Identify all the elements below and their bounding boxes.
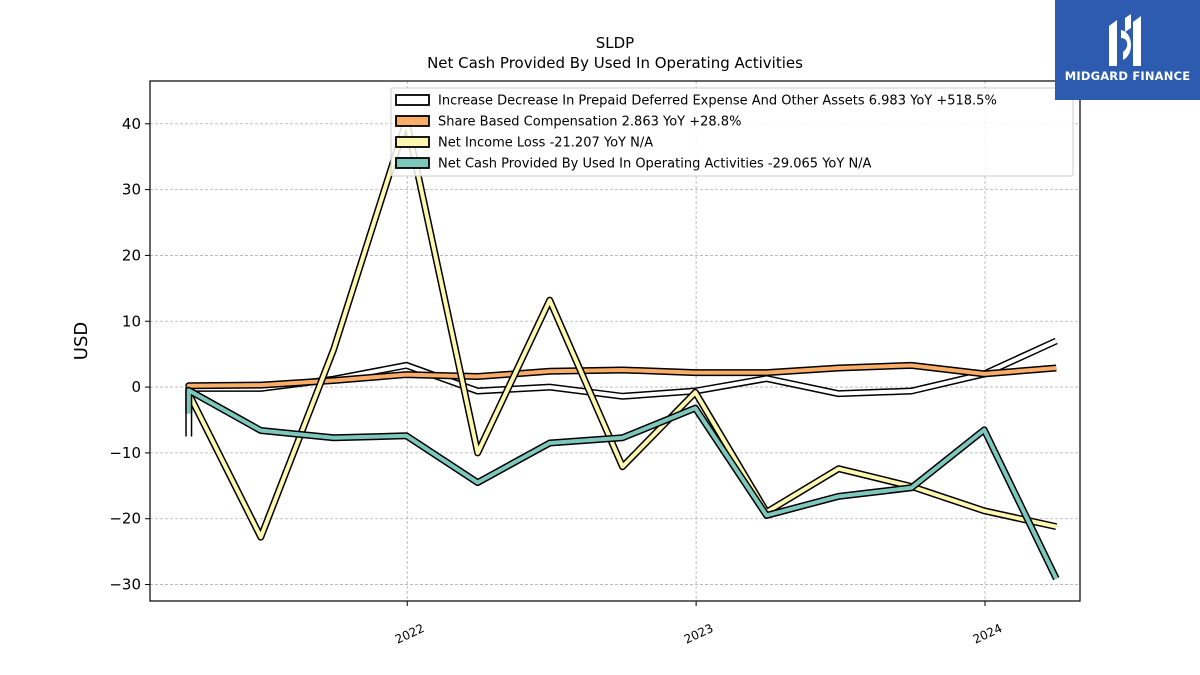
legend-swatch (395, 136, 430, 148)
y-tick-label: 40 (122, 115, 141, 133)
legend-swatch (395, 94, 430, 106)
legend: Increase Decrease In Prepaid Deferred Ex… (390, 87, 1074, 177)
y-tick-label: 20 (122, 246, 141, 264)
series-line-outline (185, 386, 1060, 581)
y-axis-label: USD (71, 322, 92, 360)
x-tick-label: 2024 (971, 621, 1005, 647)
logo-text: MIDGARD FINANCE (1064, 69, 1191, 83)
y-tick-label: 10 (122, 312, 141, 330)
legend-label: Net Cash Provided By Used In Operating A… (438, 157, 872, 172)
y-tick-label: −20 (109, 510, 141, 528)
series-line (186, 388, 1059, 580)
series-line (186, 363, 1057, 388)
legend-label: Increase Decrease In Prepaid Deferred Ex… (438, 94, 997, 109)
legend-swatch (395, 157, 430, 169)
chart-title: SLDP (596, 34, 634, 52)
legend-label: Net Income Loss -21.207 YoY N/A (438, 136, 653, 151)
x-axis: 2022 2023 2024 (393, 601, 1004, 647)
y-tick-label: 30 (122, 181, 141, 199)
legend-box (390, 87, 1074, 177)
plot-frame (149, 80, 1081, 602)
x-tick-label: 2023 (682, 621, 716, 647)
brand-logo: MIDGARD FINANCE (1055, 0, 1200, 100)
legend-label: Share Based Compensation 2.863 YoY +28.8… (438, 115, 741, 130)
y-tick-label: −10 (109, 444, 141, 462)
y-axis: 40 30 20 10 0 −10 −20 −30 (109, 115, 150, 594)
series-layer (185, 116, 1060, 581)
y-tick-label: −30 (109, 576, 141, 594)
logo-mark-icon (1109, 14, 1141, 66)
x-tick-label: 2022 (393, 621, 427, 647)
y-tick-label: 0 (131, 378, 141, 396)
legend-swatch (395, 115, 430, 127)
chart-subtitle: Net Cash Provided By Used In Operating A… (427, 54, 803, 72)
